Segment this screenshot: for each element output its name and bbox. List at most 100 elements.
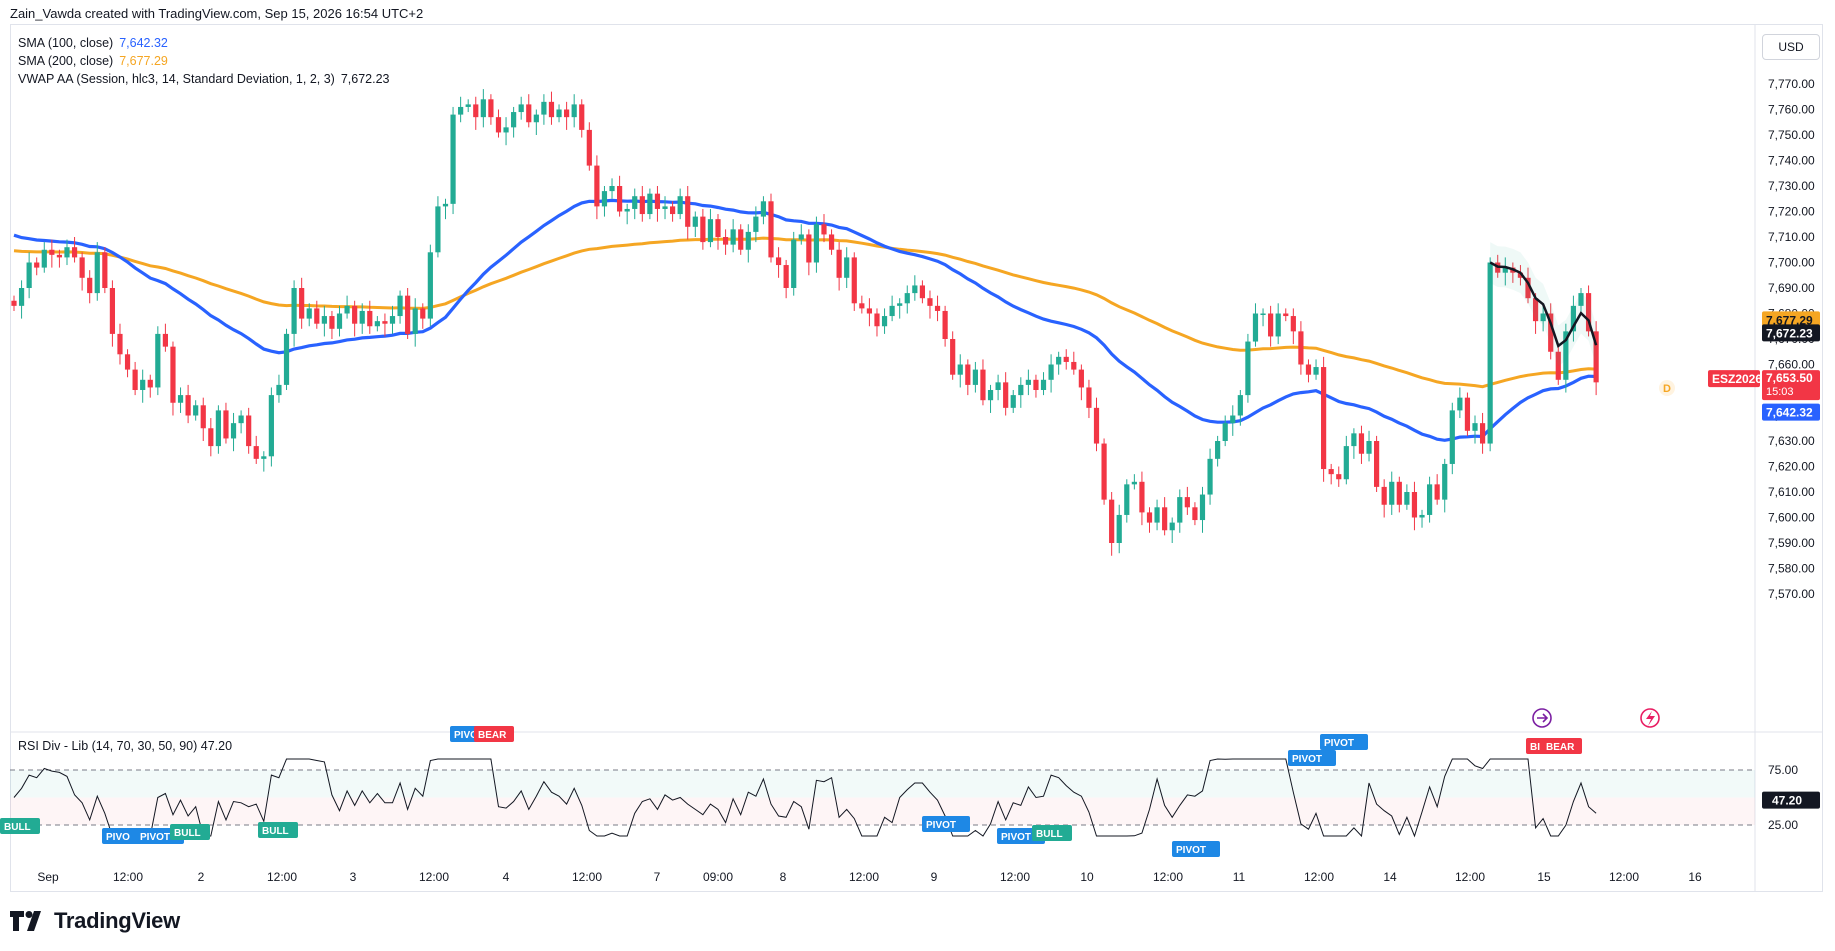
candle-body [208, 428, 214, 447]
legend-sma200[interactable]: SMA (200, close) 7,677.29 [18, 54, 168, 68]
candle-body [859, 303, 865, 309]
candle-body [1033, 379, 1039, 390]
candle-body [185, 395, 191, 416]
price-tick: 7,660.00 [1768, 358, 1815, 372]
candle-body [1283, 313, 1289, 317]
candle-body [866, 308, 873, 314]
svg-text:PIVO: PIVO [454, 730, 478, 741]
price-tick: 7,570.00 [1768, 587, 1815, 601]
svg-text:7,653.50: 7,653.50 [1766, 371, 1813, 385]
candle-body [412, 308, 418, 334]
vwap-price-label: 7,672.23 [1762, 324, 1820, 342]
rsi-signal-tag: BULL [1032, 825, 1072, 841]
candle-body [56, 254, 63, 258]
candle-body [352, 305, 358, 324]
candle-body [874, 313, 880, 327]
candle-body [223, 410, 229, 439]
time-tick: 12:00 [267, 870, 297, 884]
time-tick: 3 [350, 870, 357, 884]
rsi-lower-zone [10, 797, 1755, 825]
rsi-signal-tag: PIVO [102, 828, 142, 844]
candle-body [215, 410, 221, 447]
candle-body [768, 201, 774, 258]
candle-body [336, 313, 343, 329]
svg-text:BI: BI [1530, 742, 1540, 753]
time-tick: 12:00 [1000, 870, 1030, 884]
candle-body [473, 104, 479, 118]
currency-button[interactable]: USD [1762, 34, 1820, 60]
svg-text:PIVOT: PIVOT [1001, 832, 1031, 843]
candle-body [268, 395, 274, 457]
candle-body [775, 257, 782, 266]
candle-body [435, 206, 441, 253]
candle-body [609, 186, 615, 192]
candle-body [1071, 361, 1077, 370]
svg-text:47.20: 47.20 [1772, 794, 1802, 808]
svg-text:BULL: BULL [4, 822, 31, 833]
candle-body [1366, 441, 1372, 454]
candle-body [1479, 423, 1486, 444]
candle-body [1268, 313, 1274, 337]
legend-sma100[interactable]: SMA (100, close) 7,642.32 [18, 36, 168, 50]
candle-body [1230, 415, 1236, 424]
candle-body [1086, 387, 1092, 408]
candle-body [1464, 397, 1471, 431]
candle-body [495, 117, 502, 133]
svg-text:BULL: BULL [1036, 829, 1063, 840]
candle-body [155, 333, 161, 388]
candle-body [722, 237, 729, 245]
time-tick: 12:00 [1304, 870, 1334, 884]
candle-body [1184, 497, 1190, 508]
forward-arrow-icon [1532, 708, 1552, 728]
price-tick: 7,700.00 [1768, 256, 1815, 270]
time-tick: 12:00 [1153, 870, 1183, 884]
candle-body [261, 456, 267, 459]
candle-body [791, 239, 797, 288]
indicator-legend: SMA (100, close) 7,642.32 SMA (200, close… [18, 34, 390, 88]
time-tick: 12:00 [1455, 870, 1485, 884]
rsi-signal-tag: PIVOT [1288, 750, 1336, 766]
candle-body [200, 405, 206, 429]
candle-body [927, 298, 933, 306]
symbol-label: ESZ2026 [1708, 370, 1762, 388]
candle-body [397, 295, 403, 317]
legend-vwap[interactable]: VWAP AA (Session, hlc3, 14, Standard Dev… [18, 72, 390, 86]
candle-body [1169, 522, 1175, 531]
candle-body [700, 216, 706, 243]
candle-body [1313, 367, 1319, 375]
candle-body [518, 104, 524, 113]
candle-body [965, 364, 971, 385]
time-tick: 14 [1383, 870, 1397, 884]
candle-body [49, 249, 55, 255]
candles [11, 89, 1599, 556]
rsi-legend[interactable]: RSI Div - Lib (14, 70, 30, 50, 90) 47.20 [18, 739, 233, 753]
price-tick: 7,750.00 [1768, 128, 1815, 142]
candle-body [1162, 507, 1168, 531]
candle-body [503, 127, 509, 133]
svg-text:BULL: BULL [174, 828, 201, 839]
candle-body [124, 354, 131, 370]
candle-body [1245, 341, 1251, 396]
candle-body [654, 193, 661, 209]
price-tick: 7,760.00 [1768, 103, 1815, 117]
candle-body [132, 369, 138, 390]
candle-body [912, 285, 918, 294]
time-tick: 16 [1688, 870, 1702, 884]
tradingview-logo[interactable]: TradingView [10, 908, 180, 934]
candle-body [942, 310, 948, 339]
candle-body [147, 379, 153, 388]
candle-body [1570, 305, 1577, 332]
candle-body [18, 288, 25, 306]
candle-body [571, 104, 577, 118]
candle-body [692, 216, 698, 227]
candle-body [1457, 397, 1463, 411]
candle-body [1358, 433, 1365, 454]
candle-body [442, 203, 449, 207]
candle-body [897, 303, 903, 306]
time-tick: 8 [780, 870, 787, 884]
candle-body [1517, 272, 1524, 278]
candle-body [828, 234, 835, 250]
candle-body [1578, 293, 1584, 306]
